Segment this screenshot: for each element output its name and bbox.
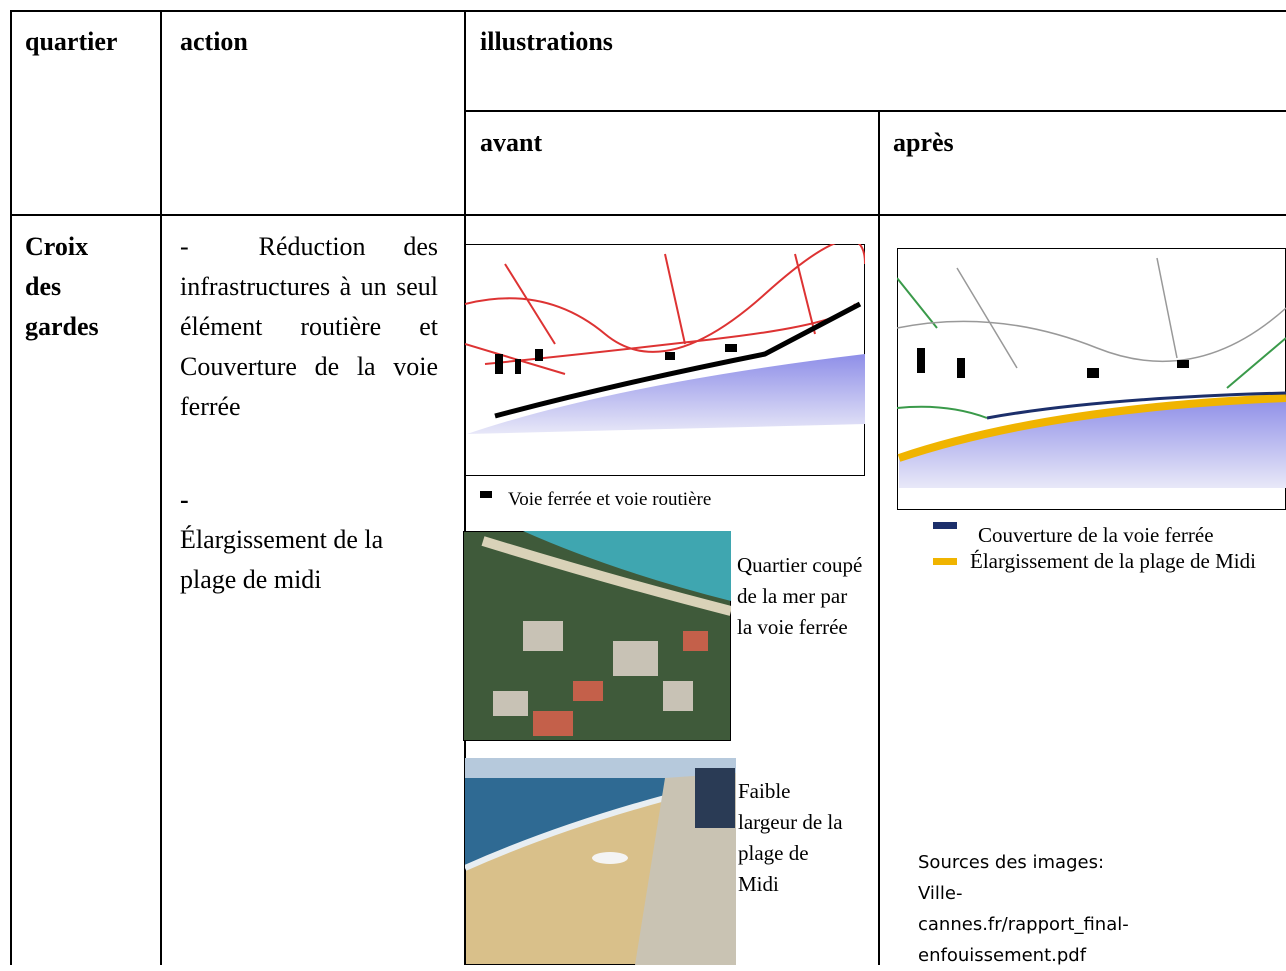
sources: Sources des images: Ville-cannes.fr/rapp… xyxy=(918,852,1129,966)
legend-label: Élargissement de la plage de Midi xyxy=(970,549,1256,573)
border xyxy=(465,110,1286,112)
bullet: - xyxy=(180,485,189,514)
map-before xyxy=(465,244,865,476)
legend-swatch xyxy=(933,522,957,529)
border xyxy=(160,10,162,965)
border xyxy=(878,110,880,965)
legend-label: Voie ferrée et voie routière xyxy=(508,489,712,510)
action-text: Élargissement de la plage de midi xyxy=(180,525,384,594)
header-cell: après xyxy=(893,128,954,157)
border xyxy=(464,10,466,965)
action-item: - Réduction des infrastructures à un seul… xyxy=(180,227,438,427)
border xyxy=(10,10,12,965)
header-cell: quartier xyxy=(25,27,118,56)
bullet: - xyxy=(180,232,189,261)
photo-caption: Quartier coupé de la mer par la voie fer… xyxy=(737,553,863,639)
photo-caption: Faible largeur de la plage de Midi xyxy=(738,779,843,896)
quartier-cell: Croix des gardes xyxy=(25,232,99,341)
legend-label: Couverture de la voie ferrée xyxy=(978,523,1214,547)
photo-aerial xyxy=(463,531,731,741)
border xyxy=(10,214,1286,216)
header-cell: avant xyxy=(480,128,543,157)
legend-swatch xyxy=(480,491,492,498)
legend-swatch xyxy=(933,558,957,565)
header-cell: action xyxy=(180,27,248,56)
header-cell: illustrations xyxy=(480,27,613,56)
border xyxy=(10,10,1286,12)
action-item: - Élargissement de la plage de midi xyxy=(180,480,438,600)
action-text: Réduction des infrastructures à un seul … xyxy=(180,232,438,421)
photo-beach xyxy=(465,758,736,965)
map-after xyxy=(897,248,1286,510)
